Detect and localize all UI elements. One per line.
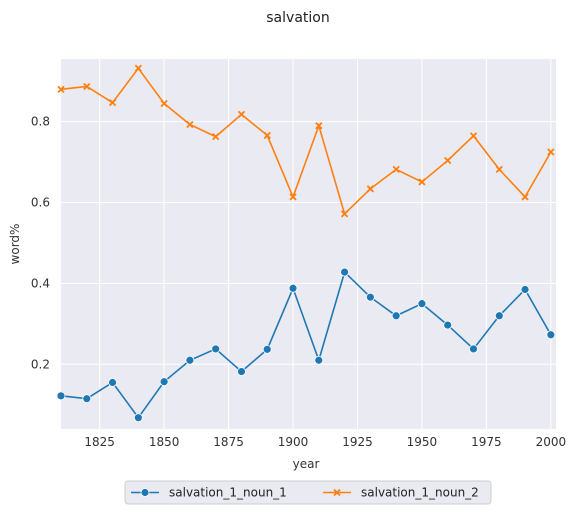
- data-point: [133, 413, 143, 423]
- x-tick-labels: 1825 1850 1875 1900 1925 1950 1975 2000: [84, 435, 566, 449]
- y-tick-label: 0.6: [31, 196, 50, 210]
- data-point: [288, 283, 298, 293]
- data-point: [547, 148, 555, 156]
- data-point: [289, 193, 297, 201]
- x-tick-label: 1975: [471, 435, 502, 449]
- data-point: [212, 133, 220, 141]
- series-layer: [56, 64, 556, 423]
- data-point: [57, 85, 65, 93]
- data-point: [263, 131, 271, 140]
- data-point: [237, 110, 246, 119]
- legend-label: salvation_1_noun_2: [361, 486, 479, 500]
- data-point: [340, 210, 349, 218]
- data-point: [108, 378, 117, 387]
- grid-lines: [61, 59, 556, 429]
- chart-title: salvation: [266, 10, 329, 26]
- data-point: [108, 99, 117, 107]
- data-point: [546, 330, 556, 340]
- legend-entry: salvation_1_noun_2: [323, 486, 479, 500]
- data-point: [495, 165, 503, 174]
- y-tick-labels: 0.2 0.4 0.6 0.8: [31, 115, 50, 372]
- data-point: [237, 367, 246, 376]
- data-point: [160, 99, 168, 108]
- data-point: [417, 299, 427, 309]
- plot-area: [61, 59, 556, 429]
- data-point: [185, 355, 195, 365]
- x-tick-label: 1950: [407, 435, 438, 449]
- x-tick-label: 1875: [213, 435, 244, 449]
- y-tick-label: 0.8: [31, 115, 50, 129]
- legend-marker: [140, 488, 150, 497]
- series-line: [60, 66, 552, 216]
- data-point: [315, 122, 323, 130]
- legend-label: salvation_1_noun_1: [169, 486, 287, 500]
- data-point: [134, 64, 142, 72]
- data-point: [186, 120, 194, 129]
- legend-box: [124, 480, 492, 505]
- data-point: [443, 320, 453, 330]
- data-point: [56, 391, 66, 401]
- x-tick-label: 2000: [536, 435, 567, 449]
- x-tick-label: 1925: [342, 435, 373, 449]
- data-point: [262, 344, 272, 354]
- legend-marker: [333, 488, 341, 497]
- data-point: [365, 292, 375, 302]
- data-point: [159, 377, 169, 387]
- data-point: [444, 156, 452, 165]
- x-tick-label: 1825: [84, 435, 115, 449]
- y-tick-label: 0.4: [31, 276, 50, 290]
- x-axis-label: year: [293, 457, 320, 471]
- series-salvation_1_noun_1: [56, 267, 556, 423]
- data-point: [366, 185, 375, 193]
- data-point: [82, 394, 92, 404]
- series-salvation_1_noun_2: [57, 64, 555, 218]
- legend-entry: salvation_1_noun_1: [131, 486, 287, 500]
- x-tick-label: 1900: [278, 435, 309, 449]
- data-point: [494, 311, 504, 321]
- data-point: [340, 267, 349, 277]
- data-point: [392, 165, 400, 174]
- x-tick-label: 1850: [149, 435, 180, 449]
- y-tick-label: 0.2: [31, 357, 50, 371]
- data-point: [520, 285, 530, 294]
- data-point: [314, 355, 324, 365]
- legend: salvation_1_noun_1 salvation_1_noun_2: [124, 480, 492, 505]
- data-point: [521, 193, 529, 201]
- series-line: [60, 270, 552, 420]
- data-point: [83, 82, 91, 91]
- y-axis-label: word%: [8, 224, 22, 265]
- data-point: [418, 178, 426, 186]
- data-point: [469, 344, 478, 354]
- data-point: [469, 132, 478, 140]
- data-point: [391, 311, 401, 321]
- data-point: [211, 344, 221, 354]
